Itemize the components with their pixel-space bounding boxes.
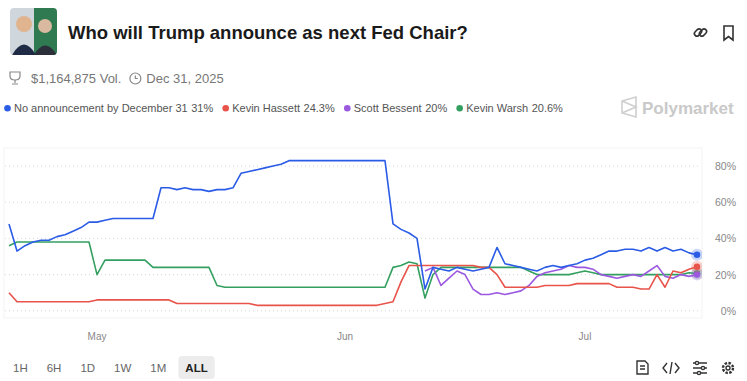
legend-value: 31% — [191, 102, 213, 114]
legend-swatch — [4, 105, 11, 112]
y-axis: 0% 20% 40% 60% 80% — [5, 160, 736, 317]
brand-logo — [622, 97, 636, 117]
end-dot-halo — [691, 261, 702, 273]
trophy-base — [12, 80, 18, 84]
legend-value: 20% — [425, 102, 447, 114]
doc-icon[interactable] — [637, 361, 648, 374]
volume: $1,164,875 Vol. — [31, 71, 121, 86]
legend-label: Kevin Warsh — [466, 102, 528, 114]
image-bg-right — [34, 8, 57, 55]
end-dot — [694, 264, 701, 271]
grid-line — [5, 166, 701, 167]
legend-swatch — [222, 105, 229, 112]
series-group — [9, 161, 702, 306]
legend-swatch — [344, 105, 351, 112]
gear-icon[interactable] — [723, 363, 733, 373]
x-tick-label: Jun — [337, 331, 353, 342]
range-button[interactable]: 1M — [150, 362, 166, 374]
image-content — [10, 8, 57, 55]
image-suit-left — [12, 45, 36, 56]
image-bg — [10, 8, 57, 55]
link-part — [698, 28, 707, 37]
range-button[interactable]: 6H — [47, 362, 62, 374]
end-dot — [694, 251, 701, 258]
x-axis: May Jun Jul — [88, 331, 592, 342]
slider-knob — [697, 371, 700, 374]
gear-center — [726, 366, 730, 370]
y-tick-label: 80% — [715, 160, 736, 172]
end-date: Dec 31, 2025 — [146, 71, 223, 86]
x-tick-label: May — [88, 331, 107, 342]
legend: No announcement by December 3131% Kevin H… — [4, 102, 563, 114]
range-button[interactable]: ALL — [185, 362, 207, 374]
trophy-cup — [10, 72, 20, 80]
y-tick-label: 60% — [715, 196, 736, 208]
legend-value: 20.6% — [532, 102, 563, 114]
page: Who will Trump announce as next Fed Chai… — [0, 0, 747, 381]
market-image — [10, 8, 57, 55]
brand: Polymarket — [622, 97, 734, 118]
y-tick-label: 20% — [715, 269, 736, 281]
range-button[interactable]: 1D — [80, 362, 95, 374]
legend-label: Kevin Hassett — [232, 102, 300, 114]
range-selected-bg — [178, 356, 214, 379]
y-tick-label: 0% — [721, 305, 736, 317]
trophy-icon — [10, 72, 20, 84]
range-controls: 1H 6H 1D 1W 1M ALL — [13, 356, 215, 379]
series-line — [9, 161, 697, 289]
slider-knob — [701, 366, 704, 369]
grid-line — [5, 238, 701, 239]
range-button[interactable]: 1H — [13, 362, 28, 374]
image-face-left — [16, 16, 32, 32]
series-line — [9, 242, 697, 298]
image-face-right — [38, 19, 52, 33]
plot-frame — [4, 148, 702, 318]
range-button[interactable]: 1W — [114, 362, 131, 374]
title: Who will Trump announce as next Fed Chai… — [68, 22, 468, 43]
chart-tools — [637, 361, 733, 375]
y-tick-label: 40% — [715, 232, 736, 244]
image-suit-right — [34, 46, 57, 56]
legend-swatch — [456, 105, 463, 112]
embed-icon[interactable] — [663, 362, 679, 374]
series-line — [9, 266, 697, 306]
link-icon[interactable] — [693, 28, 707, 37]
clock-icon — [130, 73, 141, 84]
legend-label: Scott Bessent — [354, 102, 422, 114]
clock-hands — [135, 76, 138, 79]
legend-label: No announcement by December 31 — [14, 102, 188, 114]
x-tick-label: Jul — [579, 331, 592, 342]
slider-knob — [695, 361, 698, 364]
grid-line — [5, 202, 701, 203]
legend-value: 24.3% — [304, 102, 335, 114]
grid-line — [5, 310, 701, 311]
clock-face — [130, 73, 141, 84]
end-dot-halo — [691, 249, 702, 261]
brand-name: Polymarket — [642, 99, 734, 118]
bookmark-icon[interactable] — [724, 26, 733, 40]
